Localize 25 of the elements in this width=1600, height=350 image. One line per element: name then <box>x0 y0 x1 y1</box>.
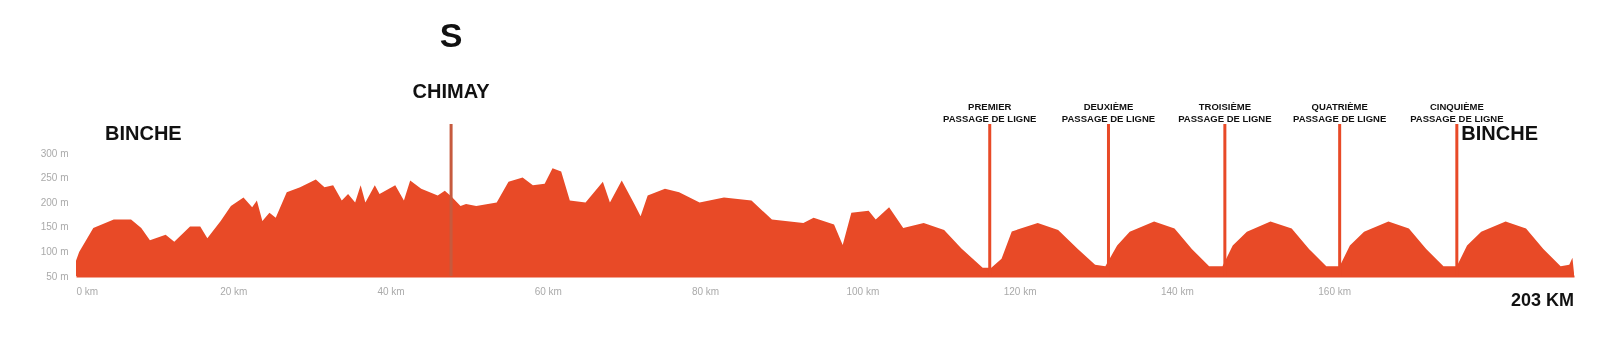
ref-line-label: DEUXIÈME PASSAGE DE LIGNE <box>1061 101 1156 124</box>
ref-line-label: TROISIÈME PASSAGE DE LIGNE <box>1178 101 1272 124</box>
y-tick-label: 200 m <box>40 196 69 208</box>
x-tick-label: 100 km <box>846 285 880 297</box>
y-tick-label: 300 m <box>40 147 69 159</box>
x-tick-label: 20 km <box>220 285 248 297</box>
ref-line-label: PREMIER PASSAGE DE LIGNE <box>943 101 1037 124</box>
x-tick-label: 80 km <box>691 285 720 297</box>
y-tick-label: 50 m <box>46 270 69 282</box>
annotation: BINCHE <box>105 122 182 144</box>
text: 203 KM <box>1510 290 1574 310</box>
ref-line-label: CHIMAY <box>412 80 491 102</box>
x-tick-label: 0 km <box>76 285 99 297</box>
x-tick-label: 160 km <box>1318 285 1352 297</box>
text: S <box>439 16 463 54</box>
x-tick-label: 120 km <box>1003 285 1037 297</box>
x-tick-label: 40 km <box>377 285 405 297</box>
y-tick-label: 250 m <box>40 172 69 184</box>
y-tick-label: 100 m <box>40 245 69 257</box>
x-tick-label: 140 km <box>1160 285 1194 297</box>
ref-line-label: CINQUIÈME PASSAGE DE LIGNE <box>1410 101 1504 124</box>
annotation: BINCHE <box>1461 122 1538 144</box>
y-tick-label: 150 m <box>40 221 69 233</box>
ref-line-label: QUATRIÈME PASSAGE DE LIGNE <box>1293 101 1387 124</box>
x-tick-label: 60 km <box>534 285 562 297</box>
